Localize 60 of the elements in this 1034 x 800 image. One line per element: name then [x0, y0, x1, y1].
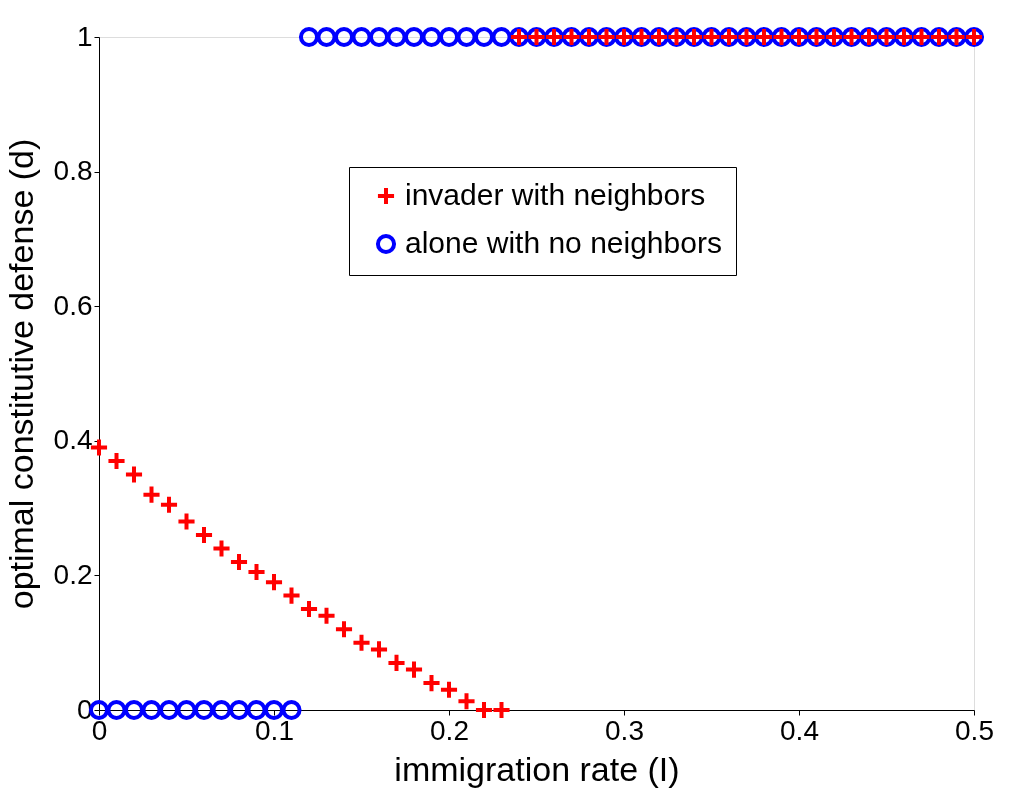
point [158, 494, 180, 515]
point [228, 699, 250, 721]
x-tick-label: 0.4 [780, 714, 819, 746]
point [106, 450, 127, 472]
legend-label: invader with neighbors [405, 178, 706, 211]
point [491, 699, 512, 721]
point [403, 26, 425, 48]
x-tick-label: 0.5 [955, 714, 994, 746]
y-tick-label: 0.6 [53, 289, 93, 321]
x-tick-label: 0.3 [605, 714, 644, 746]
point [106, 699, 127, 721]
point [176, 699, 197, 721]
point [456, 691, 477, 712]
point [473, 699, 495, 721]
point [351, 26, 372, 48]
legend-label: alone with no neighbors [405, 226, 722, 259]
point [316, 26, 337, 48]
point [491, 26, 512, 48]
point [263, 572, 285, 593]
x-axis-title: immigration rate (I) [394, 749, 680, 788]
point [141, 484, 162, 505]
x-tick-label: 0.2 [430, 714, 469, 746]
y-tick-label: 0.4 [53, 424, 93, 456]
point [158, 699, 180, 721]
point [473, 26, 495, 48]
point [316, 605, 337, 626]
point [246, 699, 267, 721]
point [386, 652, 407, 673]
point [298, 26, 320, 48]
point [141, 699, 162, 721]
point [211, 699, 232, 721]
y-axis-title: optimal constitutive defense (d) [1, 138, 40, 610]
point [228, 551, 250, 572]
point [281, 585, 302, 606]
point [193, 524, 215, 546]
point [333, 619, 355, 640]
point [403, 659, 425, 680]
x-tick-label: 0.1 [255, 714, 294, 746]
point [368, 26, 390, 48]
y-tick-label: 1 [76, 20, 93, 52]
y-tick-label: 0.2 [53, 558, 93, 590]
point [123, 464, 145, 485]
point [456, 26, 477, 48]
point [333, 26, 355, 48]
point [351, 632, 372, 653]
point [263, 699, 285, 721]
point [368, 639, 390, 660]
point [386, 26, 407, 48]
point [176, 511, 197, 532]
point [281, 699, 302, 721]
point [193, 699, 215, 721]
point [421, 673, 442, 694]
point [211, 538, 232, 559]
point [298, 598, 320, 620]
point [123, 699, 145, 721]
point [246, 561, 267, 583]
point [421, 26, 442, 48]
point [438, 679, 460, 700]
point [438, 26, 460, 48]
y-tick-label: 0.8 [53, 155, 93, 187]
